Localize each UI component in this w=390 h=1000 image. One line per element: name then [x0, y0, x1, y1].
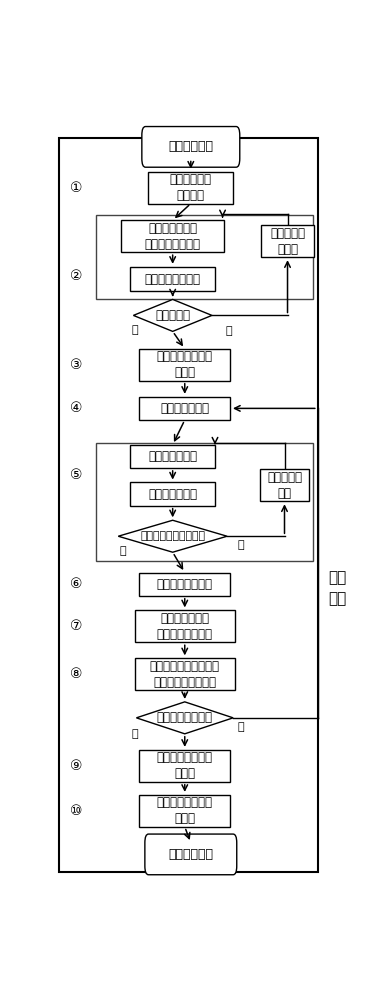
- Bar: [140, 795, 230, 827]
- Text: 双波束性能计算: 双波束性能计算: [148, 488, 197, 501]
- Text: ③: ③: [70, 358, 82, 372]
- Text: 优化天线结
构配置: 优化天线结 构配置: [270, 227, 305, 256]
- Text: ①: ①: [70, 181, 82, 195]
- Text: 接近理论值: 接近理论值: [155, 309, 190, 322]
- Polygon shape: [136, 702, 233, 734]
- Bar: [96, 443, 313, 561]
- Bar: [135, 658, 235, 690]
- Text: 否: 否: [225, 326, 232, 336]
- Text: 设计任务开始: 设计任务开始: [168, 140, 213, 153]
- Polygon shape: [133, 299, 212, 331]
- Text: ⑨: ⑨: [70, 759, 82, 773]
- Text: 参照独立天线设计性能
评估双波束设计结果: 参照独立天线设计性能 评估双波束设计结果: [150, 660, 220, 689]
- Polygon shape: [118, 520, 227, 552]
- Bar: [261, 225, 314, 257]
- Text: 馈源边沿电平设置: 馈源边沿电平设置: [157, 578, 213, 591]
- Text: ⑩: ⑩: [70, 804, 82, 818]
- Bar: [96, 215, 313, 299]
- FancyBboxPatch shape: [142, 127, 240, 167]
- Text: ⑧: ⑧: [70, 667, 82, 681]
- Text: ④: ④: [70, 401, 82, 415]
- Text: ⑦: ⑦: [70, 619, 82, 633]
- Text: 否: 否: [238, 540, 244, 550]
- Bar: [140, 397, 230, 420]
- Text: 选择初始赋形设计
的波束: 选择初始赋形设计 的波束: [157, 350, 213, 379]
- Text: ②: ②: [70, 269, 82, 283]
- Text: 是: 是: [131, 729, 138, 739]
- Text: 设计任务结束: 设计任务结束: [168, 848, 213, 861]
- Text: 赋形波束性能评估: 赋形波束性能评估: [145, 273, 201, 286]
- Bar: [121, 220, 224, 252]
- Bar: [140, 573, 230, 596]
- Bar: [149, 172, 233, 204]
- Text: 残余站值优化和设
计完善: 残余站值优化和设 计完善: [157, 796, 213, 825]
- Bar: [140, 750, 230, 782]
- Text: 是: 是: [131, 325, 138, 335]
- Bar: [130, 445, 215, 468]
- Text: 双波束性能联合
迭代优化反射面面: 双波束性能联合 迭代优化反射面面: [157, 612, 213, 641]
- Text: 旋转天线坐
标系: 旋转天线坐 标系: [267, 471, 302, 500]
- Text: ⑥: ⑥: [70, 577, 82, 591]
- Bar: [135, 610, 235, 642]
- Text: 增加抑制区目标进
行优化: 增加抑制区目标进 行优化: [157, 751, 213, 780]
- Text: 双波束覆盖区
形状分析: 双波束覆盖区 形状分析: [170, 173, 212, 202]
- Bar: [130, 267, 215, 291]
- Text: 是: 是: [119, 546, 126, 556]
- Text: 天线配置的确定: 天线配置的确定: [160, 402, 209, 415]
- Bar: [130, 482, 215, 506]
- Bar: [140, 349, 230, 381]
- Text: 否: 否: [238, 722, 244, 732]
- Text: 馈源位置的确定: 馈源位置的确定: [148, 450, 197, 463]
- Bar: [260, 469, 309, 501]
- Text: 设计
内容: 设计 内容: [328, 571, 347, 607]
- Bar: [59, 138, 318, 872]
- Text: 是否满足波束匹配要求: 是否满足波束匹配要求: [140, 531, 205, 541]
- FancyBboxPatch shape: [145, 834, 237, 875]
- Text: 接近独立天线性能: 接近独立天线性能: [157, 711, 213, 724]
- Text: 针对两波束进行
独立天线赋形设计: 针对两波束进行 独立天线赋形设计: [145, 222, 201, 251]
- Text: ⑤: ⑤: [70, 468, 82, 482]
